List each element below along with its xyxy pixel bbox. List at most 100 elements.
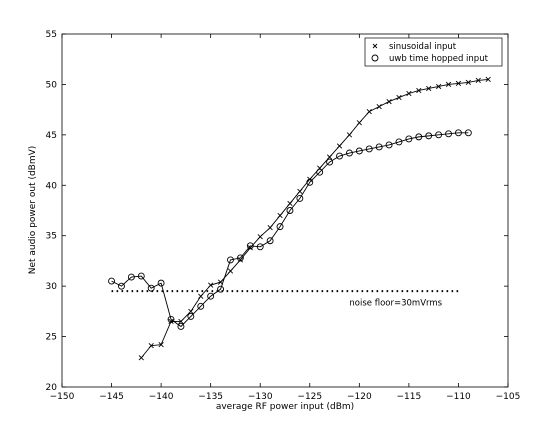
series-line-sinusoidal <box>140 78 489 359</box>
data-point-x <box>356 120 362 126</box>
y-tick-label: 50 <box>46 80 58 90</box>
y-tick-label: 20 <box>46 383 58 393</box>
data-point-o <box>236 254 244 262</box>
data-point-x <box>227 268 234 274</box>
data-point-x <box>297 188 303 194</box>
data-point-o <box>464 129 472 137</box>
x-tick-label: −145 <box>99 392 124 402</box>
annotations: noise floor=30mVrms <box>349 298 442 308</box>
data-point-o <box>197 302 205 310</box>
data-point-x <box>436 83 442 90</box>
data-point-o <box>147 284 155 292</box>
data-point-o <box>137 272 145 280</box>
y-tick-label: 25 <box>46 333 57 343</box>
data-point-x <box>287 200 293 207</box>
data-point-o <box>385 141 393 149</box>
data-point-o <box>375 143 383 151</box>
data-point-x <box>188 308 194 314</box>
data-point-o <box>187 312 195 320</box>
data-point-x <box>158 342 164 348</box>
data-point-x <box>148 343 154 349</box>
data-point-o <box>296 194 304 202</box>
data-point-o <box>286 207 294 214</box>
legend-label-sinusoidal: sinusoidal input <box>389 42 457 52</box>
legend-box <box>364 37 503 67</box>
series-layer <box>108 76 491 361</box>
data-point-x <box>465 79 471 86</box>
x-tick-label: −140 <box>149 392 174 402</box>
data-point-x <box>406 90 412 97</box>
data-point-x <box>257 234 263 240</box>
data-point-x <box>277 212 283 219</box>
data-point-x <box>366 109 372 115</box>
data-point-o <box>246 242 254 250</box>
data-point-x <box>475 77 481 84</box>
legend-marker-x <box>372 43 378 49</box>
data-point-o <box>276 223 284 231</box>
data-point-o <box>395 138 403 146</box>
series-uwb <box>108 129 472 330</box>
data-point-o <box>217 285 225 293</box>
data-point-x <box>267 225 273 231</box>
data-point-x <box>198 293 204 299</box>
x-axis-label: average RF power input (dBm) <box>216 402 354 412</box>
data-point-o <box>345 149 353 157</box>
data-point-x <box>336 143 343 149</box>
data-point-o <box>405 135 413 143</box>
data-point-o <box>157 279 165 287</box>
x-tick-label: −120 <box>347 392 372 402</box>
noise-floor-label: noise floor=30mVrms <box>349 298 442 308</box>
data-point-o <box>266 237 274 245</box>
data-point-o <box>167 315 175 323</box>
y-axis: 20 25 30 35 40 45 50 55 <box>46 30 508 393</box>
data-point-o <box>326 158 334 166</box>
y-tick-label: 40 <box>46 181 58 191</box>
x-tick-label: −110 <box>446 392 471 402</box>
legend: sinusoidal input uwb time hopped input <box>364 37 503 67</box>
data-point-o <box>454 129 462 137</box>
data-point-o <box>425 132 433 140</box>
data-point-x <box>426 85 432 92</box>
data-point-o <box>435 131 443 139</box>
data-point-o <box>445 130 452 138</box>
y-tick-label: 35 <box>46 232 57 242</box>
data-point-x <box>485 76 491 83</box>
data-point-x <box>208 282 214 288</box>
data-point-x <box>386 98 392 105</box>
x-tick-label: −130 <box>248 392 273 402</box>
data-point-o <box>336 152 343 160</box>
data-point-x <box>178 318 184 325</box>
legend-label-uwb: uwb time hopped input <box>389 54 489 64</box>
data-point-x <box>445 81 452 88</box>
data-point-o <box>207 292 215 300</box>
x-tick-label: −150 <box>50 392 75 402</box>
data-point-x <box>416 87 422 94</box>
legend-marker-o <box>371 54 379 62</box>
data-point-o <box>355 147 363 155</box>
data-point-o <box>127 273 135 281</box>
data-point-o <box>177 323 185 330</box>
data-point-x <box>168 318 174 325</box>
data-point-o <box>415 133 423 141</box>
x-tick-label: −105 <box>496 392 521 402</box>
data-point-o <box>108 277 116 285</box>
y-tick-label: 45 <box>46 131 57 141</box>
data-point-o <box>227 256 234 264</box>
data-point-o <box>256 243 264 251</box>
y-tick-label: 55 <box>46 30 57 40</box>
x-tick-label: −115 <box>397 392 422 402</box>
data-point-x <box>138 355 144 361</box>
x-tick-label: −125 <box>297 392 322 402</box>
data-point-o <box>316 168 324 176</box>
series-sinusoidal <box>138 76 491 361</box>
plot-area <box>61 33 509 388</box>
y-axis-label: Net audio power out (dBmV) <box>28 146 38 275</box>
data-point-x <box>346 132 353 138</box>
y-tick-label: 30 <box>46 282 58 292</box>
data-point-o <box>306 178 314 186</box>
data-point-o <box>365 145 373 153</box>
data-point-x <box>396 94 402 101</box>
data-point-o <box>118 282 125 290</box>
data-point-x <box>376 103 382 110</box>
data-point-x <box>326 154 333 160</box>
